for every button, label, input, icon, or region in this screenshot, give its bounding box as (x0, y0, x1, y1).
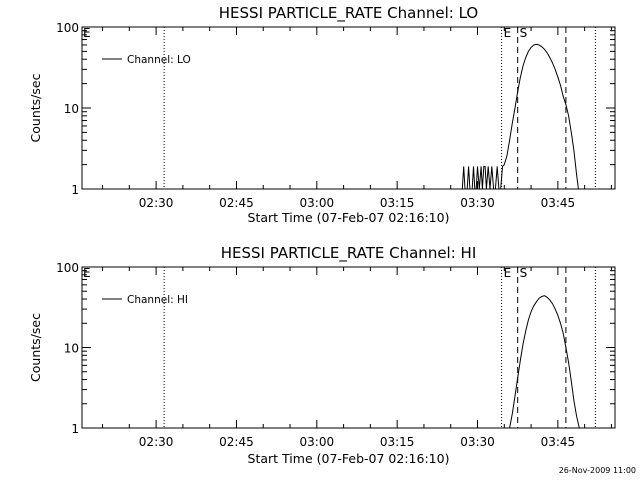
legend-entry: Channel: HI (127, 294, 188, 306)
y-axis-label: Counts/sec (28, 73, 43, 142)
data-series-line (509, 295, 580, 429)
footer-timestamp: 26-Nov-2009 11:00 (559, 466, 636, 475)
marker-label: S (520, 26, 528, 40)
x-tick-label: 03:45 (541, 435, 576, 449)
corner-marker-label: E (83, 266, 91, 280)
y-tick-label: 1 (71, 183, 79, 197)
x-tick-label: 03:00 (300, 435, 335, 449)
y-tick-label: 1 (71, 422, 79, 436)
x-tick-label: 02:30 (139, 435, 174, 449)
y-axis-label: Counts/sec (28, 313, 43, 382)
corner-marker-label: E (83, 26, 91, 40)
y-tick-label: 100 (56, 21, 79, 35)
x-tick-label: 02:45 (219, 196, 254, 210)
chart-title: HESSI PARTICLE_RATE Channel: LO (219, 4, 478, 23)
x-tick-label: 03:30 (460, 196, 495, 210)
panel-hi: HESSI PARTICLE_RATE Channel: HI 02:30 02:4… (28, 244, 616, 466)
y-tick-label: 10 (64, 342, 79, 356)
x-tick-label: 03:30 (460, 435, 495, 449)
x-axis-label: Start Time (07-Feb-07 02:16:10) (248, 210, 450, 225)
plot-frame (81, 266, 616, 429)
x-tick-label: 03:15 (380, 196, 415, 210)
y-tick-label: 100 (56, 261, 79, 275)
data-series-line (461, 43, 579, 190)
legend-entry: Channel: LO (127, 54, 191, 66)
chart-title: HESSI PARTICLE_RATE Channel: HI (221, 244, 477, 263)
plot-frame (81, 26, 616, 190)
x-tick-label: 03:45 (541, 196, 576, 210)
x-tick-label: 02:30 (139, 196, 174, 210)
x-tick-label: 03:00 (300, 196, 335, 210)
marker-label: S (520, 266, 528, 280)
x-axis-label: Start Time (07-Feb-07 02:16:10) (248, 451, 450, 466)
x-tick-label: 02:45 (219, 435, 254, 449)
panel-lo: HESSI PARTICLE_RATE Channel: LO 02:30 02:4… (28, 4, 616, 225)
marker-label: E (504, 26, 512, 40)
y-tick-label: 10 (64, 102, 79, 116)
x-tick-label: 03:15 (380, 435, 415, 449)
marker-label: E (504, 266, 512, 280)
